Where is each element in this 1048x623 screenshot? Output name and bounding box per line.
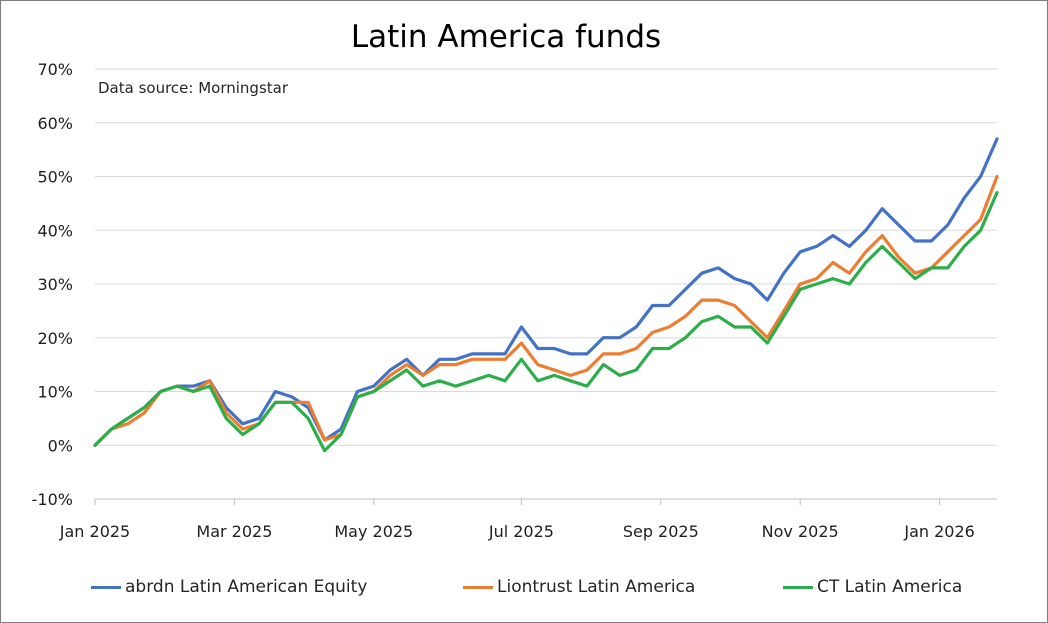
legend-item: abrdn Latin American Equity [91, 575, 367, 599]
y-tick-label: 0% [48, 436, 73, 455]
x-tick-label: Mar 2025 [196, 522, 272, 541]
legend-item: CT Latin America [783, 575, 962, 599]
y-tick-label: 10% [37, 383, 73, 402]
legend-item: Liontrust Latin America [463, 575, 695, 599]
y-tick-label: 50% [37, 168, 73, 187]
series-line-2 [93, 174, 999, 447]
legend-swatch [463, 585, 493, 589]
legend-swatch [91, 585, 121, 589]
series-line-3 [93, 191, 999, 453]
series-line-1 [93, 137, 999, 447]
y-tick-label: 20% [37, 329, 73, 348]
y-tick-label: 40% [37, 221, 73, 240]
chart-title: Latin America funds [350, 19, 662, 55]
chart-legend: abrdn Latin American Equity Liontrust Lat… [0, 575, 1048, 599]
x-tick-label: Nov 2025 [762, 522, 839, 541]
x-tick-label: Jan 2025 [59, 522, 130, 541]
chart-subtitle: Data source: Morningstar [98, 79, 288, 97]
legend-swatch [783, 585, 813, 589]
legend-label: CT Latin America [817, 577, 963, 597]
x-tick-label: Jul 2025 [488, 522, 554, 541]
legend-label: Liontrust Latin America [497, 577, 696, 597]
y-tick-label: 70% [37, 60, 73, 79]
y-tick-label: 30% [37, 275, 73, 294]
y-tick-label: 60% [37, 114, 73, 133]
x-tick-label: Sep 2025 [623, 522, 699, 541]
y-tick-label: -10% [32, 490, 73, 509]
legend-label: abrdn Latin American Equity [125, 577, 368, 597]
x-tick-label: Jan 2026 [903, 522, 974, 541]
x-tick-label: May 2025 [334, 522, 413, 541]
